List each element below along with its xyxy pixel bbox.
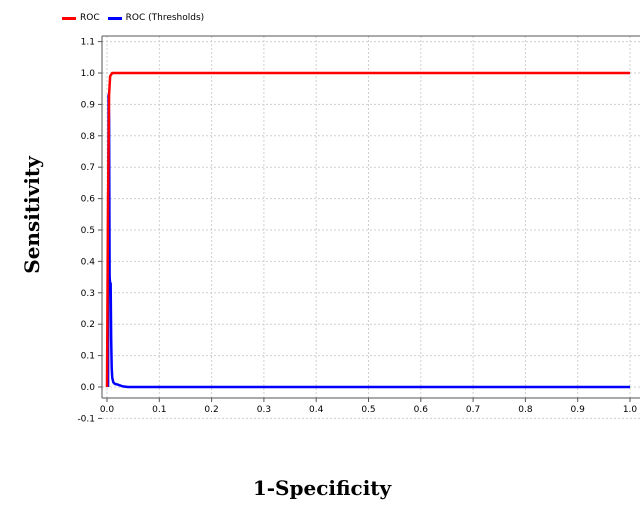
y-tick-label: 0.7 <box>81 163 95 173</box>
plot-background <box>102 36 640 398</box>
x-tick-label: 0.4 <box>309 405 324 415</box>
x-tick-label: 0.0 <box>100 405 115 415</box>
x-tick-label: 0.7 <box>466 405 480 415</box>
y-tick-label: 0.9 <box>81 100 96 110</box>
y-tick-label: 0.4 <box>81 257 96 267</box>
x-axis-label: 1-Specificity <box>0 476 644 500</box>
y-tick-label: 0.2 <box>81 320 95 330</box>
y-tick-label: 1.1 <box>81 38 95 48</box>
y-tick-label: 0.0 <box>81 383 96 393</box>
x-tick-label: 0.6 <box>414 405 429 415</box>
y-tick-label: -0.1 <box>77 414 95 424</box>
y-tick-label: 0.5 <box>81 226 95 236</box>
y-tick-label: 0.1 <box>81 352 95 362</box>
x-tick-label: 1.0 <box>623 405 638 415</box>
x-tick-label: 0.5 <box>361 405 375 415</box>
x-tick-label: 0.1 <box>152 405 166 415</box>
y-tick-label: 0.6 <box>81 195 96 205</box>
x-tick-label: 0.2 <box>204 405 218 415</box>
y-tick-label: 0.3 <box>81 289 95 299</box>
x-tick-label: 0.8 <box>518 405 533 415</box>
y-tick-label: 0.8 <box>81 132 96 142</box>
x-tick-label: 0.9 <box>571 405 586 415</box>
x-tick-label: 0.3 <box>257 405 271 415</box>
y-tick-label: 1.0 <box>81 69 96 79</box>
grid <box>102 36 640 418</box>
